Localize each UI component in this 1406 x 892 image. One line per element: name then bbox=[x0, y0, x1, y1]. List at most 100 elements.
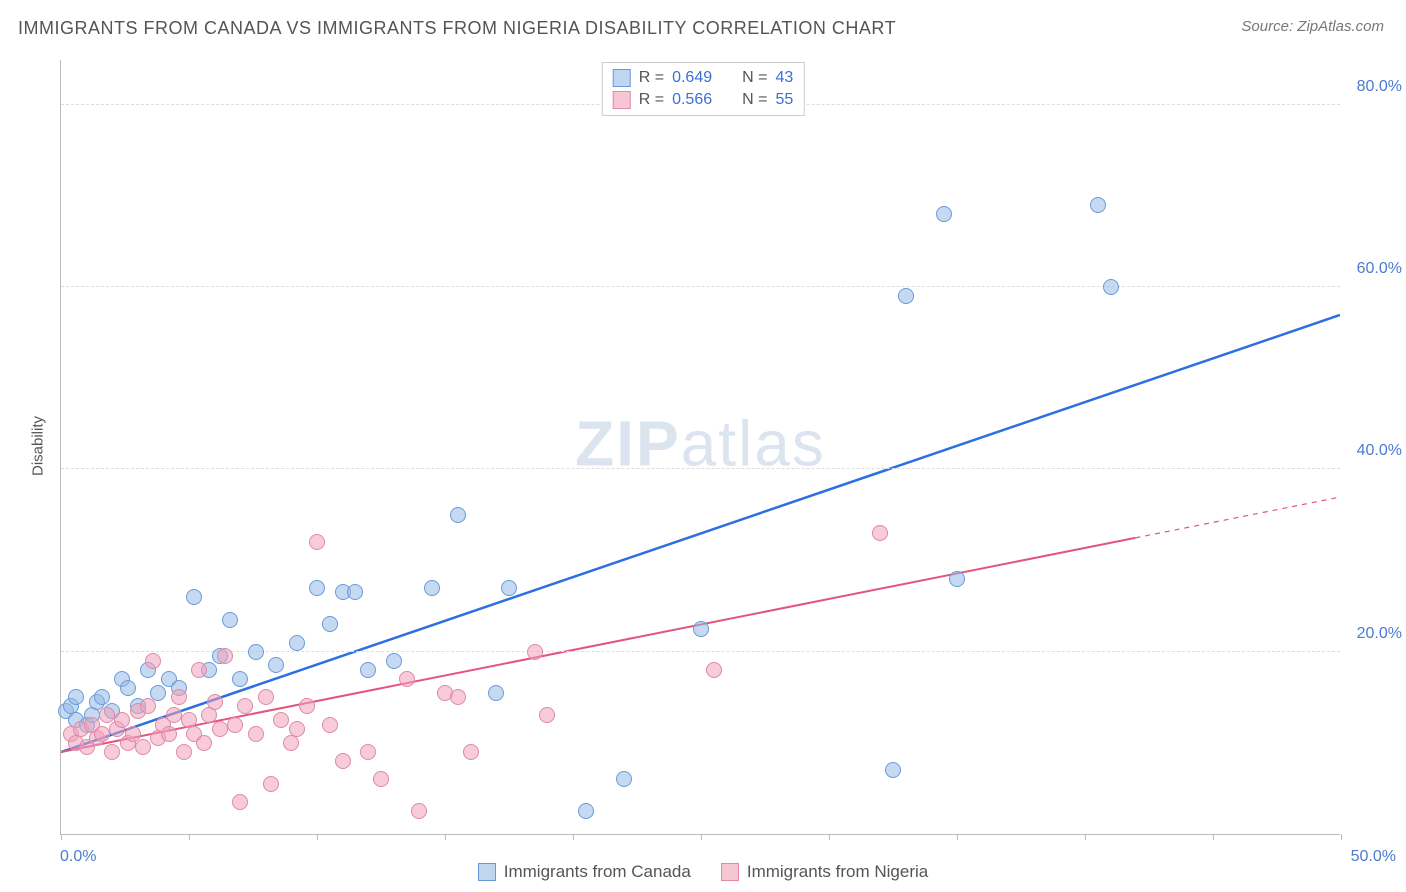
scatter-point-nigeria bbox=[135, 739, 151, 755]
n-value-nigeria: 55 bbox=[775, 91, 793, 109]
x-tick-mark bbox=[1341, 834, 1342, 840]
scatter-point-canada bbox=[360, 662, 376, 678]
x-tick-mark bbox=[445, 834, 446, 840]
scatter-point-nigeria bbox=[145, 653, 161, 669]
chart-title: IMMIGRANTS FROM CANADA VS IMMIGRANTS FRO… bbox=[18, 18, 896, 39]
n-value-canada: 43 bbox=[775, 69, 793, 87]
scatter-point-nigeria bbox=[212, 721, 228, 737]
scatter-point-nigeria bbox=[539, 707, 555, 723]
scatter-point-canada bbox=[222, 612, 238, 628]
scatter-point-canada bbox=[898, 288, 914, 304]
scatter-point-nigeria bbox=[104, 744, 120, 760]
scatter-point-canada bbox=[347, 584, 363, 600]
scatter-point-nigeria bbox=[258, 689, 274, 705]
legend-row-canada: R =0.649N =43 bbox=[613, 67, 794, 89]
legend-swatch-canada bbox=[478, 863, 496, 881]
scatter-point-canada bbox=[322, 616, 338, 632]
grid-line bbox=[61, 286, 1340, 287]
trend-line-canada bbox=[61, 315, 1340, 752]
scatter-point-canada bbox=[949, 571, 965, 587]
scatter-point-canada bbox=[450, 507, 466, 523]
y-tick-label: 20.0% bbox=[1357, 625, 1402, 643]
scatter-point-nigeria bbox=[248, 726, 264, 742]
scatter-point-canada bbox=[936, 206, 952, 222]
scatter-point-canada bbox=[248, 644, 264, 660]
scatter-point-nigeria bbox=[872, 525, 888, 541]
legend-row-nigeria: R =0.566N =55 bbox=[613, 89, 794, 111]
legend-series: Immigrants from Canada Immigrants from Ni… bbox=[0, 862, 1406, 882]
x-tick-mark bbox=[573, 834, 574, 840]
scatter-point-nigeria bbox=[411, 803, 427, 819]
scatter-point-canada bbox=[1103, 279, 1119, 295]
scatter-point-nigeria bbox=[335, 753, 351, 769]
x-tick-mark bbox=[701, 834, 702, 840]
legend-swatch-canada bbox=[613, 69, 631, 87]
scatter-point-nigeria bbox=[140, 698, 156, 714]
scatter-point-nigeria bbox=[463, 744, 479, 760]
r-label: R = bbox=[639, 69, 664, 87]
scatter-point-canada bbox=[309, 580, 325, 596]
scatter-point-nigeria bbox=[263, 776, 279, 792]
scatter-point-nigeria bbox=[166, 707, 182, 723]
r-value-canada: 0.649 bbox=[672, 69, 712, 87]
scatter-point-nigeria bbox=[171, 689, 187, 705]
scatter-point-canada bbox=[616, 771, 632, 787]
x-tick-mark bbox=[1213, 834, 1214, 840]
legend-swatch-nigeria bbox=[613, 91, 631, 109]
scatter-point-nigeria bbox=[161, 726, 177, 742]
scatter-point-nigeria bbox=[273, 712, 289, 728]
scatter-point-nigeria bbox=[191, 662, 207, 678]
scatter-point-canada bbox=[386, 653, 402, 669]
scatter-point-canada bbox=[578, 803, 594, 819]
scatter-point-nigeria bbox=[196, 735, 212, 751]
scatter-point-nigeria bbox=[94, 726, 110, 742]
scatter-point-nigeria bbox=[706, 662, 722, 678]
scatter-point-nigeria bbox=[299, 698, 315, 714]
chart-container: IMMIGRANTS FROM CANADA VS IMMIGRANTS FRO… bbox=[0, 0, 1406, 892]
scatter-point-canada bbox=[186, 589, 202, 605]
legend-correlation: R =0.649N =43R =0.566N =55 bbox=[602, 62, 805, 116]
scatter-point-nigeria bbox=[360, 744, 376, 760]
scatter-point-canada bbox=[68, 689, 84, 705]
n-label: N = bbox=[742, 91, 767, 109]
legend-label-nigeria: Immigrants from Nigeria bbox=[747, 862, 928, 882]
scatter-point-nigeria bbox=[322, 717, 338, 733]
y-tick-label: 80.0% bbox=[1357, 78, 1402, 96]
y-tick-label: 60.0% bbox=[1357, 260, 1402, 278]
scatter-point-canada bbox=[150, 685, 166, 701]
x-tick-mark bbox=[61, 834, 62, 840]
legend-swatch-nigeria bbox=[721, 863, 739, 881]
source-prefix: Source: bbox=[1241, 18, 1297, 35]
x-tick-mark bbox=[189, 834, 190, 840]
scatter-point-nigeria bbox=[227, 717, 243, 733]
scatter-point-canada bbox=[885, 762, 901, 778]
scatter-point-nigeria bbox=[283, 735, 299, 751]
scatter-point-nigeria bbox=[373, 771, 389, 787]
r-value-nigeria: 0.566 bbox=[672, 91, 712, 109]
scatter-point-nigeria bbox=[309, 534, 325, 550]
source-attribution: Source: ZipAtlas.com bbox=[1241, 18, 1384, 35]
scatter-point-nigeria bbox=[176, 744, 192, 760]
grid-line bbox=[61, 468, 1340, 469]
y-axis-label: Disability bbox=[30, 416, 47, 476]
scatter-point-canada bbox=[289, 635, 305, 651]
legend-item-canada: Immigrants from Canada bbox=[478, 862, 691, 882]
scatter-point-canada bbox=[1090, 197, 1106, 213]
scatter-point-nigeria bbox=[237, 698, 253, 714]
legend-item-nigeria: Immigrants from Nigeria bbox=[721, 862, 928, 882]
scatter-point-nigeria bbox=[450, 689, 466, 705]
legend-label-canada: Immigrants from Canada bbox=[504, 862, 691, 882]
scatter-point-nigeria bbox=[527, 644, 543, 660]
y-tick-label: 40.0% bbox=[1357, 442, 1402, 460]
scatter-point-canada bbox=[120, 680, 136, 696]
scatter-point-canada bbox=[693, 621, 709, 637]
scatter-point-canada bbox=[488, 685, 504, 701]
x-tick-mark bbox=[317, 834, 318, 840]
x-tick-mark bbox=[829, 834, 830, 840]
scatter-point-nigeria bbox=[399, 671, 415, 687]
source-name: ZipAtlas.com bbox=[1297, 18, 1384, 35]
x-tick-mark bbox=[957, 834, 958, 840]
scatter-point-nigeria bbox=[217, 648, 233, 664]
trend-line-nigeria bbox=[61, 538, 1135, 752]
scatter-point-canada bbox=[268, 657, 284, 673]
